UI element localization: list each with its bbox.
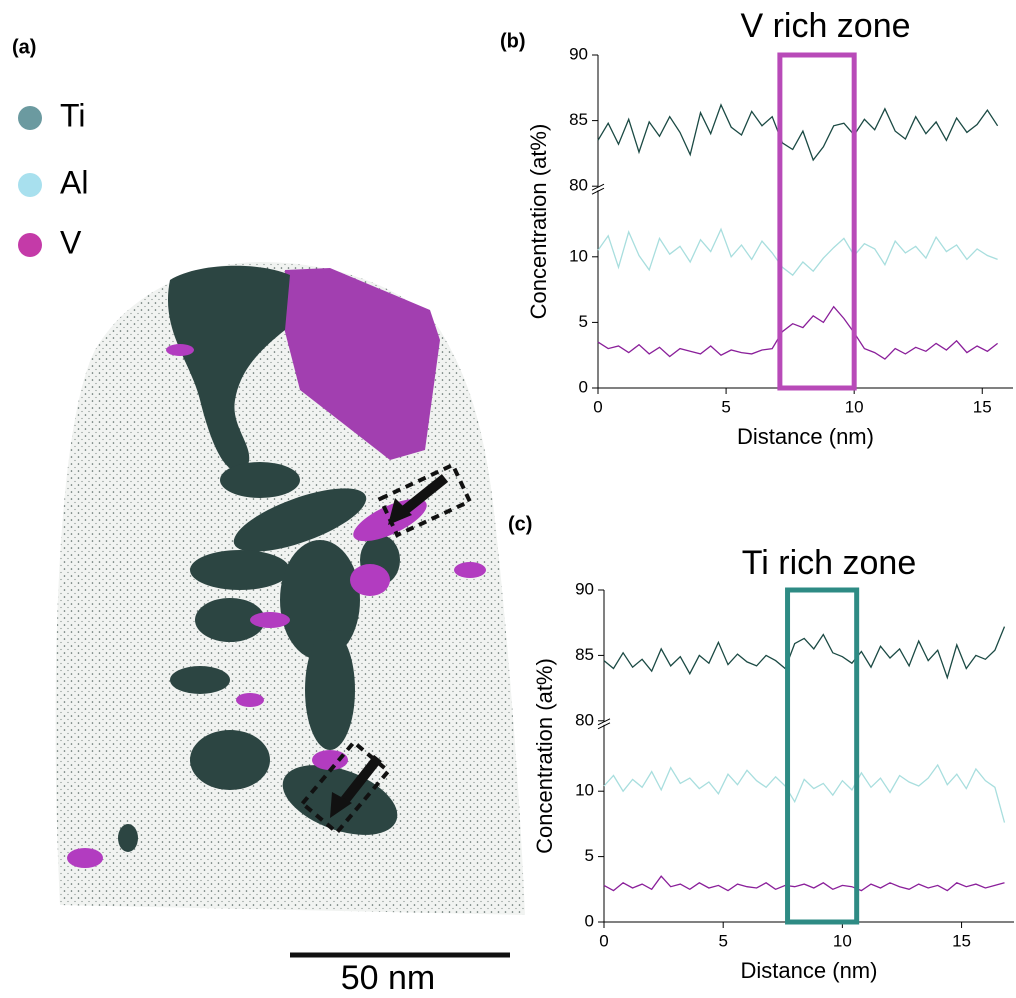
y-tick-label: 10: [569, 246, 588, 265]
legend-label: V: [60, 224, 82, 260]
y-tick-label: 85: [569, 110, 588, 129]
y-tick-label: 80: [569, 176, 588, 195]
arrows: [341, 474, 449, 804]
v-precipitate: [282, 268, 440, 460]
legend-label: Al: [60, 164, 88, 200]
reconstruction: [55, 262, 525, 915]
legend-swatch: [18, 233, 42, 257]
line: [597, 103, 999, 162]
x-tick-label: 0: [599, 931, 608, 950]
y-tick-label: 90: [575, 579, 594, 598]
legend-label: Ti: [60, 97, 85, 133]
panel-label: (b): [500, 30, 526, 52]
line: [603, 875, 1005, 892]
x-tick-label: 15: [952, 931, 971, 950]
ti-clusters: [118, 265, 400, 852]
y-tick-label: 0: [585, 911, 594, 930]
x-tick-label: 0: [593, 397, 602, 416]
v-clusters: [67, 344, 486, 868]
y-tick-label: 5: [579, 312, 588, 331]
panel-label: (a): [12, 36, 36, 58]
highlight-box: [785, 587, 860, 925]
panel-label: (c): [508, 513, 532, 535]
y-tick-label: 10: [575, 781, 594, 800]
line: [597, 305, 998, 360]
x-tick-label: 5: [718, 931, 727, 950]
highlight-box: [777, 52, 857, 391]
x-tick-label: 15: [973, 397, 992, 416]
chart-title: Ti rich zone: [742, 544, 916, 582]
legend-swatch: [18, 173, 42, 197]
x-axis-label: Distance (nm): [737, 424, 874, 449]
y-tick-label: 0: [579, 377, 588, 396]
y-axis-label: Concentration (at%): [532, 658, 557, 854]
legend: Ti Al V: [18, 97, 88, 260]
line: [603, 763, 1006, 823]
x-tick-label: 10: [833, 931, 852, 950]
x-tick-label: 10: [845, 397, 864, 416]
chart-title: V rich zone: [740, 7, 910, 45]
y-tick-label: 5: [585, 846, 594, 865]
roi-boxes: [299, 462, 473, 836]
y-tick-label: 85: [575, 645, 594, 664]
y-tick-label: 90: [569, 44, 588, 63]
y-tick-label: 80: [575, 710, 594, 729]
axis-break: [591, 183, 605, 195]
x-axis-label: Distance (nm): [741, 958, 878, 983]
y-axis-label: Concentration (at%): [526, 124, 551, 320]
x-tick-label: 5: [721, 397, 730, 416]
line: [603, 626, 1006, 680]
axis-break: [597, 718, 611, 730]
line: [597, 227, 998, 277]
scale-bar-label: 50 nm: [341, 959, 436, 997]
legend-swatch: [18, 106, 42, 130]
